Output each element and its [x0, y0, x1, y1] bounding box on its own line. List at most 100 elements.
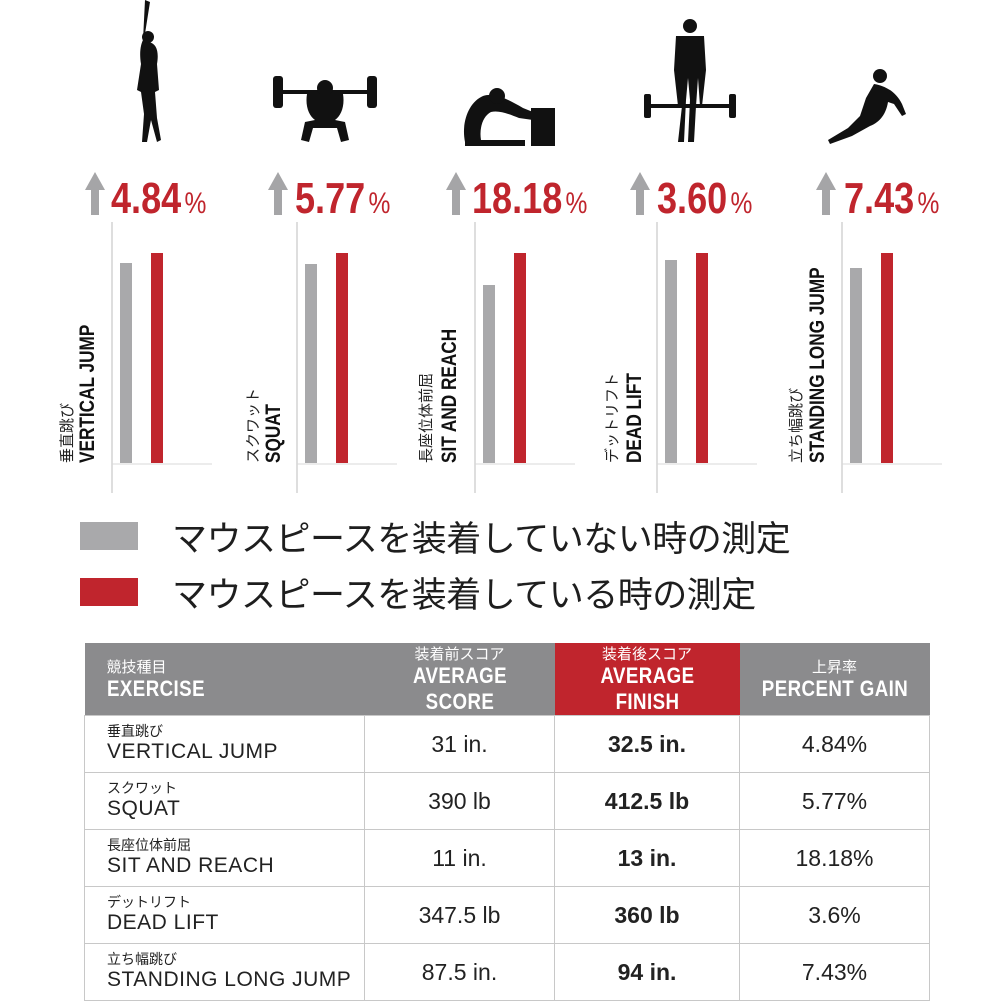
table-row: スクワット SQUAT 390 lb 412.5 lb 5.77% [84, 772, 930, 830]
legend-swatch-before [80, 522, 138, 550]
cell-before: 87.5 in. [364, 943, 555, 1001]
exercise-name-jp: 立ち幅跳び [107, 952, 177, 968]
percent-gain-label: 3.60% [657, 174, 752, 223]
percent-gain-label: 18.18% [472, 174, 587, 223]
exercise-name-jp: 長座位体前屈 [107, 838, 191, 854]
cell-gain: 5.77% [739, 772, 930, 830]
exercise-panel: 3.60 % デットリフト DEAD LIFT [603, 19, 757, 493]
exercise-panel: 18.18 % 長座位体前屈 SIT AND REACH [417, 88, 587, 493]
exercise-label-en: STANDING LONG JUMP [807, 267, 830, 463]
percent-sign: % [730, 186, 752, 220]
header-en: AVERAGE FINISH [599, 663, 695, 714]
header-en: AVERAGE SCORE [412, 663, 507, 714]
up-arrow-icon [630, 172, 650, 215]
bar-after [881, 253, 893, 463]
up-arrow-icon [816, 172, 836, 215]
cell-after: 412.5 lb [554, 772, 740, 830]
results-table: 競技種目 EXERCISE 装着前スコア AVERAGE SCORE 装着後スコ… [84, 643, 930, 1001]
header-en: EXERCISE [106, 676, 205, 701]
cell-exercise: 立ち幅跳び STANDING LONG JUMP [84, 943, 365, 1001]
header-jp: 競技種目 [106, 658, 167, 676]
up-arrow-icon [85, 172, 105, 215]
legend-label-after: マウスピースを装着している時の測定 [172, 575, 756, 616]
cell-gain: 4.84% [739, 715, 930, 773]
bar-before [483, 285, 495, 463]
exercise-name-jp: デットリフト [107, 895, 191, 911]
bar-after [696, 253, 708, 463]
percent-sign: % [368, 186, 390, 220]
cell-before: 11 in. [364, 829, 555, 887]
dead-lift-icon [644, 19, 736, 142]
table-row: 垂直跳び VERTICAL JUMP 31 in. 32.5 in. 4.84% [84, 715, 930, 773]
exercise-label-jp: 長座位体前屈 [417, 373, 435, 463]
header-percent-gain: 上昇率 PERCENT GAIN [739, 643, 930, 716]
cell-before: 347.5 lb [364, 886, 555, 944]
exercise-label-jp: 立ち幅跳び [787, 388, 805, 463]
exercise-bar-charts: 4.84 % 垂直跳び VERTICAL JUMP 5.77 % スクワット SQUAT 18.… [58, 0, 942, 493]
percent-gain-label: 7.43% [844, 174, 939, 223]
exercise-panel: 7.43 % 立ち幅跳び STANDING LONG JUMP [787, 69, 942, 493]
up-arrow-icon [268, 172, 288, 215]
legend-swatch-after [80, 578, 138, 606]
cell-after: 13 in. [554, 829, 740, 887]
sit-and-reach-icon [463, 88, 555, 146]
legend-before: マウスピースを装着していない時の測定 [80, 518, 880, 560]
header-average-score: 装着前スコア AVERAGE SCORE [364, 643, 555, 716]
exercise-label-jp: デットリフト [603, 373, 621, 463]
cell-exercise: 長座位体前屈 SIT AND REACH [84, 829, 365, 887]
exercise-chart-panel: 4.84% 垂直跳び VERTICAL JUMP 5.77% スクワット SQUAT 18.… [58, 0, 942, 493]
cell-before: 31 in. [364, 715, 555, 773]
exercise-label-jp: スクワット [244, 388, 262, 463]
header-jp: 装着前スコア [414, 645, 505, 663]
cell-exercise: 垂直跳び VERTICAL JUMP [84, 715, 365, 773]
cell-exercise: デットリフト DEAD LIFT [84, 886, 365, 944]
exercise-name-en: DEAD LIFT [107, 911, 219, 934]
percent-sign: % [184, 186, 206, 220]
standing-long-jump-icon [828, 69, 906, 144]
cell-gain: 18.18% [739, 829, 930, 887]
table-row: 立ち幅跳び STANDING LONG JUMP 87.5 in. 94 in.… [84, 943, 930, 1001]
exercise-panel: 4.84 % 垂直跳び VERTICAL JUMP [58, 0, 212, 493]
exercise-name-jp: 垂直跳び [107, 724, 163, 740]
bar-after [151, 253, 163, 463]
table-row: デットリフト DEAD LIFT 347.5 lb 360 lb 3.6% [84, 886, 930, 944]
exercise-name-jp: スクワット [107, 781, 177, 797]
exercise-label-en: DEAD LIFT [624, 373, 647, 463]
cell-after: 360 lb [554, 886, 740, 944]
cell-gain: 3.6% [739, 886, 930, 944]
squat-icon [273, 76, 377, 142]
header-en: PERCENT GAIN [761, 676, 908, 701]
percent-gain-label: 5.77% [295, 174, 390, 223]
exercise-panel: 5.77 % スクワット SQUAT [244, 76, 397, 493]
header-average-finish: 装着後スコア AVERAGE FINISH [554, 643, 740, 716]
bar-before [665, 260, 677, 463]
legend-after: マウスピースを装着している時の測定 [80, 574, 880, 616]
percent-sign: % [917, 186, 939, 220]
cell-gain: 7.43% [739, 943, 930, 1001]
exercise-name-en: SQUAT [107, 797, 181, 820]
header-exercise: 競技種目 EXERCISE [84, 643, 365, 716]
percent-sign: % [566, 186, 588, 220]
cell-before: 390 lb [364, 772, 555, 830]
header-jp: 上昇率 [811, 658, 857, 676]
up-arrow-icon [446, 172, 466, 215]
cell-after: 94 in. [554, 943, 740, 1001]
table-header-row: 競技種目 EXERCISE 装着前スコア AVERAGE SCORE 装着後スコ… [84, 643, 930, 716]
exercise-label-en: SIT AND REACH [439, 329, 462, 463]
exercise-label-en: SQUAT [263, 404, 286, 463]
exercise-name-en: STANDING LONG JUMP [107, 968, 352, 991]
exercise-name-en: SIT AND REACH [107, 854, 275, 877]
exercise-label-en: VERTICAL JUMP [77, 325, 100, 463]
table-row: 長座位体前屈 SIT AND REACH 11 in. 13 in. 18.18… [84, 829, 930, 887]
vertical-jump-icon [137, 0, 161, 142]
exercise-name-en: VERTICAL JUMP [107, 740, 279, 763]
exercise-label-jp: 垂直跳び [58, 403, 76, 463]
percent-gain-label: 4.84% [111, 174, 206, 223]
bar-after [336, 253, 348, 463]
bar-after [514, 253, 526, 463]
cell-after: 32.5 in. [554, 715, 740, 773]
header-jp: 装着後スコア [601, 645, 692, 663]
legend-label-before: マウスピースを装着していない時の測定 [172, 519, 791, 560]
bar-before [305, 264, 317, 463]
bar-before [850, 268, 862, 463]
